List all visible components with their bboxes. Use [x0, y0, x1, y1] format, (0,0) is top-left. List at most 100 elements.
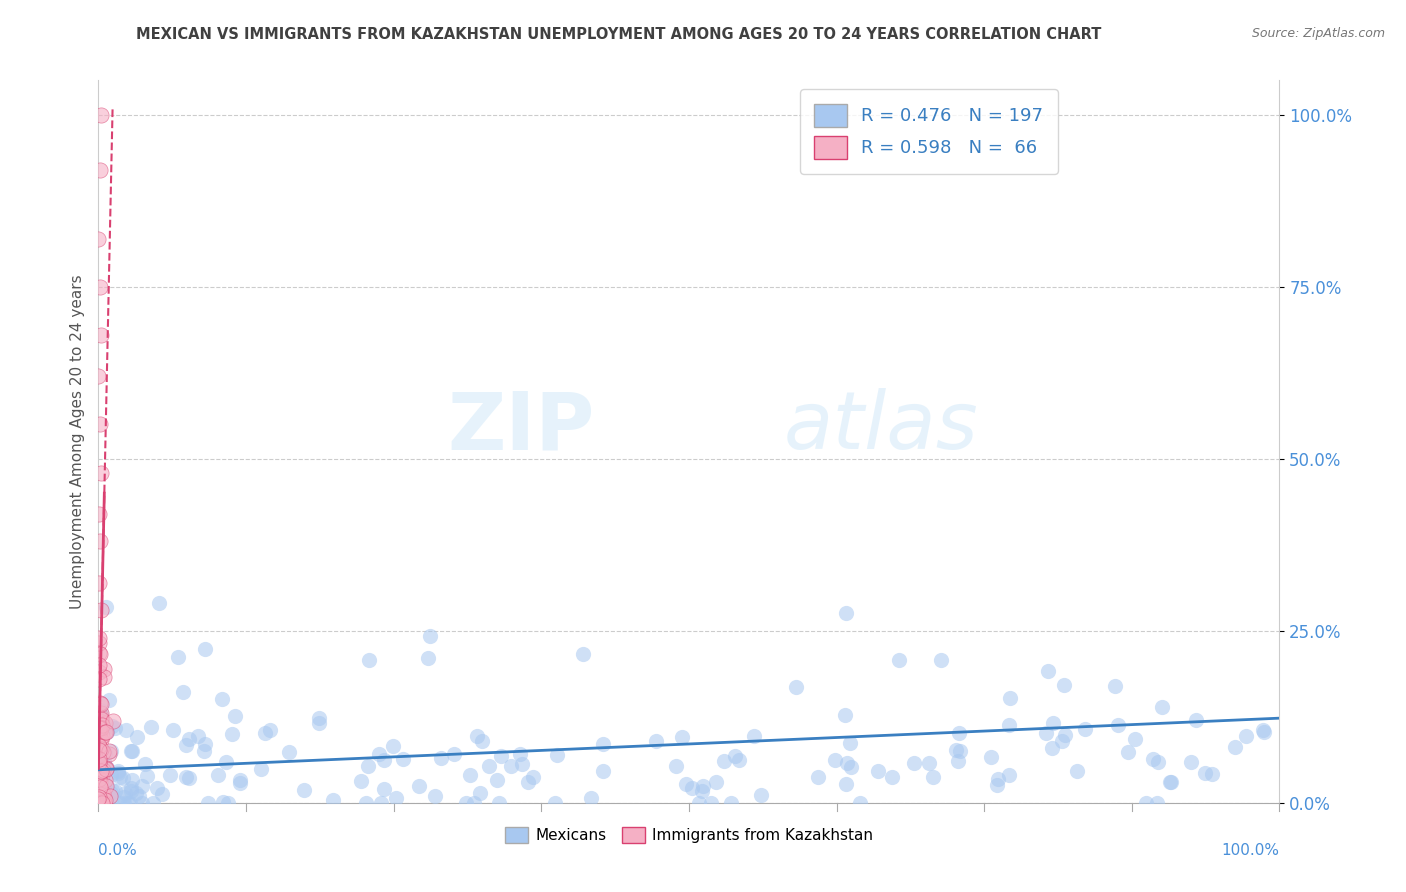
Point: [308, 716, 330, 731]
Point: [120, 780, 142, 795]
Point: [93, 774, 115, 789]
Point: [96, 779, 118, 793]
Point: [1066, 764, 1088, 778]
Point: [150, 787, 173, 801]
Point: [194, 642, 217, 657]
Point: [89, 647, 111, 661]
Point: [87, 739, 110, 753]
Point: [96, 762, 118, 776]
Text: 100.0%: 100.0%: [1222, 843, 1279, 857]
Point: [948, 726, 970, 740]
Point: [94, 600, 117, 615]
Point: [90, 742, 112, 756]
Point: [89, 752, 111, 766]
Point: [97, 747, 120, 761]
Point: [103, 784, 125, 798]
Point: [948, 755, 970, 769]
Point: [429, 750, 451, 764]
Point: [90, 768, 112, 782]
Point: [121, 772, 143, 787]
Point: [90, 706, 112, 720]
Point: [1053, 728, 1076, 742]
Text: 0.0%: 0.0%: [98, 843, 138, 857]
Point: [499, 759, 522, 773]
Point: [93, 789, 115, 804]
Point: [87, 742, 110, 756]
Point: [465, 729, 488, 743]
Point: [1052, 678, 1074, 692]
Point: [107, 764, 129, 778]
Point: [90, 466, 112, 480]
Point: [89, 780, 111, 794]
Point: [100, 783, 122, 797]
Point: [849, 796, 872, 810]
Point: [1194, 766, 1216, 780]
Point: [176, 738, 198, 752]
Point: [681, 780, 703, 795]
Point: [1123, 731, 1146, 746]
Point: [193, 744, 215, 758]
Point: [671, 731, 693, 745]
Point: [89, 162, 111, 177]
Point: [87, 764, 110, 779]
Point: [114, 786, 136, 800]
Point: [91, 718, 114, 732]
Point: [125, 730, 148, 744]
Point: [87, 796, 110, 810]
Point: [121, 744, 143, 758]
Point: [167, 649, 190, 664]
Point: [146, 780, 169, 795]
Point: [87, 756, 110, 770]
Point: [98, 744, 121, 758]
Point: [581, 790, 603, 805]
Point: [1104, 679, 1126, 693]
Point: [179, 771, 201, 785]
Point: [134, 757, 156, 772]
Point: [93, 725, 115, 739]
Point: [1147, 756, 1170, 770]
Point: [91, 796, 114, 810]
Point: [458, 768, 481, 782]
Point: [187, 730, 209, 744]
Point: [89, 722, 111, 736]
Point: [987, 772, 1010, 786]
Point: [1180, 755, 1202, 769]
Point: [522, 770, 544, 784]
Point: [807, 770, 830, 784]
Point: [454, 796, 477, 810]
Point: [128, 789, 150, 804]
Y-axis label: Unemployment Among Ages 20 to 24 years: Unemployment Among Ages 20 to 24 years: [69, 274, 84, 609]
Point: [91, 786, 114, 800]
Point: [356, 759, 378, 773]
Point: [468, 786, 491, 800]
Point: [89, 725, 111, 739]
Point: [90, 712, 112, 726]
Point: [253, 726, 276, 740]
Point: [89, 417, 111, 432]
Point: [87, 369, 110, 384]
Point: [124, 786, 146, 800]
Point: [215, 755, 238, 769]
Point: [592, 764, 614, 779]
Point: [131, 779, 153, 793]
Point: [419, 629, 441, 643]
Point: [308, 711, 330, 725]
Point: [89, 784, 111, 798]
Point: [89, 759, 111, 773]
Point: [1107, 717, 1129, 731]
Point: [87, 796, 110, 810]
Point: [96, 763, 118, 777]
Point: [392, 752, 415, 766]
Point: [370, 796, 392, 810]
Point: [381, 739, 404, 754]
Point: [1040, 740, 1063, 755]
Point: [89, 714, 111, 729]
Point: [544, 796, 567, 810]
Point: [1000, 690, 1022, 705]
Point: [835, 777, 858, 791]
Point: [1035, 726, 1057, 740]
Point: [834, 708, 856, 723]
Point: [1142, 752, 1164, 766]
Point: [159, 767, 181, 781]
Point: [1036, 665, 1059, 679]
